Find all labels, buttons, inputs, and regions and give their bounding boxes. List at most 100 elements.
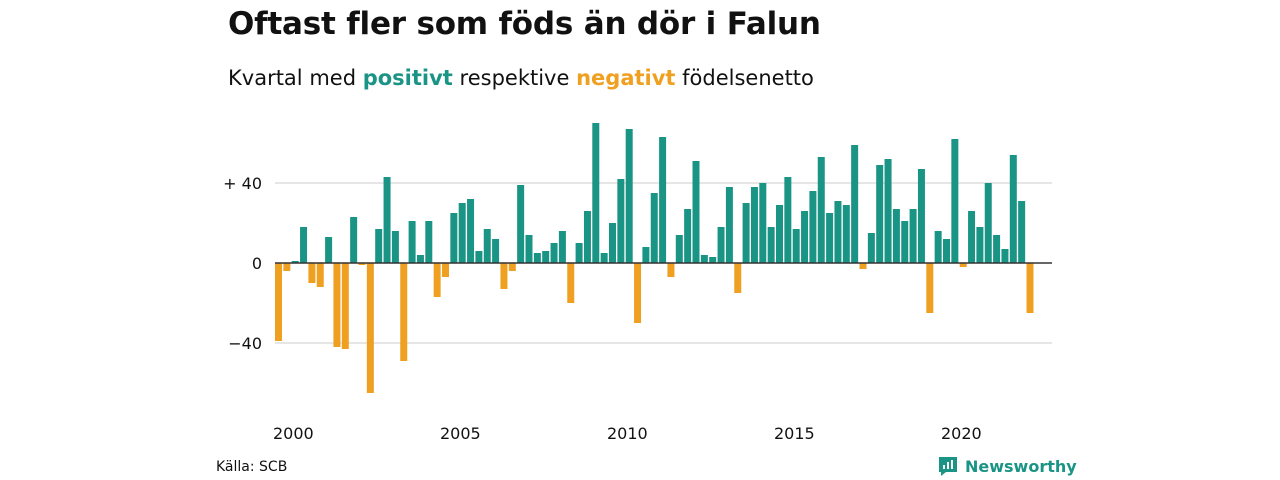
subtitle-prefix: Kvartal med xyxy=(228,66,357,90)
bar-positive xyxy=(325,237,333,263)
bar-negative xyxy=(926,263,934,313)
bar-positive xyxy=(675,235,683,263)
bar-positive xyxy=(375,229,383,263)
subtitle-suffix: födelsenetto xyxy=(682,66,814,90)
bar-positive xyxy=(408,221,416,263)
bar-positive xyxy=(684,209,692,263)
bar-positive xyxy=(792,229,800,263)
x-tick-label: 2005 xyxy=(440,424,481,443)
bar-positive xyxy=(300,227,308,263)
bar-positive xyxy=(625,129,633,263)
bar-negative xyxy=(341,263,349,349)
bar-negative xyxy=(634,263,642,323)
bar-positive xyxy=(717,227,725,263)
bar-positive xyxy=(759,183,767,263)
bar-positive xyxy=(826,213,834,263)
bar-negative xyxy=(333,263,341,347)
bar-positive xyxy=(1018,201,1026,263)
source-note: Källa: SCB xyxy=(216,459,288,475)
bar-positive xyxy=(892,209,900,263)
bar-negative xyxy=(1026,263,1034,313)
bar-positive xyxy=(809,191,817,263)
bar-positive xyxy=(550,243,558,263)
bar-positive xyxy=(834,201,842,263)
y-tick-label: + 40 xyxy=(223,174,262,193)
bar-positive xyxy=(817,157,825,263)
subtitle-negative: negativt xyxy=(576,66,676,90)
bar-positive xyxy=(934,231,942,263)
bar-positive xyxy=(458,203,466,263)
bar-positive xyxy=(416,255,424,263)
bar-positive xyxy=(984,183,992,263)
bar-positive xyxy=(542,251,550,263)
bar-negative xyxy=(316,263,324,287)
bar-positive xyxy=(642,247,650,263)
bar-positive xyxy=(450,213,458,263)
bar-positive xyxy=(558,231,566,263)
bar-negative xyxy=(667,263,675,277)
bar-positive xyxy=(784,177,792,263)
bar-positive xyxy=(483,229,491,263)
bar-positive xyxy=(876,165,884,263)
bar-positive xyxy=(609,223,616,263)
bar-positive xyxy=(583,211,591,263)
bar-positive xyxy=(851,145,859,263)
bar-positive xyxy=(291,261,299,263)
subtitle-positive: positivt xyxy=(362,66,453,90)
x-tick-label: 2020 xyxy=(941,424,982,443)
bar-positive xyxy=(842,205,850,263)
bar-negative xyxy=(275,263,282,341)
bar-positive xyxy=(976,227,984,263)
bar-positive xyxy=(391,231,399,263)
bar-positive xyxy=(525,235,533,263)
bar-positive xyxy=(600,253,608,263)
bar-positive xyxy=(951,139,959,263)
bar-negative xyxy=(959,263,967,267)
bar-positive xyxy=(700,255,708,263)
bar-positive xyxy=(968,211,976,263)
bar-positive xyxy=(659,137,667,263)
bar-positive xyxy=(650,193,658,263)
bar-negative xyxy=(500,263,508,289)
bar-positive xyxy=(917,169,925,263)
brand: Newsworthy xyxy=(937,455,1077,477)
bar-positive xyxy=(742,203,750,263)
bar-positive xyxy=(725,187,733,263)
bar-positive xyxy=(1009,155,1017,263)
newsworthy-logo-icon xyxy=(939,457,957,476)
y-tick-label: 0 xyxy=(252,254,262,273)
bar-positive xyxy=(776,205,783,263)
y-tick-label: −40 xyxy=(228,334,262,353)
bar-layer xyxy=(275,123,1034,393)
bar-negative xyxy=(433,263,441,297)
bar-negative xyxy=(567,263,575,303)
bar-positive xyxy=(909,209,917,263)
bar-negative xyxy=(859,263,867,269)
bar-positive xyxy=(533,253,541,263)
bar-positive xyxy=(517,185,525,263)
brand-name: Newsworthy xyxy=(965,456,1077,476)
bar-positive xyxy=(383,177,391,263)
axis-layer: −40 0 + 40 2000 2005 2010 2015 2020 xyxy=(223,174,1052,443)
bar-positive xyxy=(750,187,758,263)
x-tick-label: 2000 xyxy=(273,424,314,443)
bar-positive xyxy=(475,251,483,263)
x-tick-label: 2010 xyxy=(607,424,648,443)
subtitle-mid: respektive xyxy=(459,66,570,90)
bar-positive xyxy=(867,233,875,263)
bar-positive xyxy=(993,235,1001,263)
chart-subtitle: Kvartal med positivt respektive negativt… xyxy=(228,66,814,90)
bar-positive xyxy=(492,239,500,263)
bar-positive xyxy=(425,221,433,263)
bar-positive xyxy=(884,159,892,263)
bar-positive xyxy=(350,217,358,263)
bar-positive xyxy=(692,161,700,263)
bar-positive xyxy=(901,221,909,263)
bar-positive xyxy=(767,227,775,263)
bar-negative xyxy=(508,263,516,271)
bar-negative xyxy=(283,263,291,271)
bar-negative xyxy=(734,263,742,293)
bar-negative xyxy=(366,263,374,393)
chart-title: Oftast fler som föds än dör i Falun xyxy=(228,6,821,42)
